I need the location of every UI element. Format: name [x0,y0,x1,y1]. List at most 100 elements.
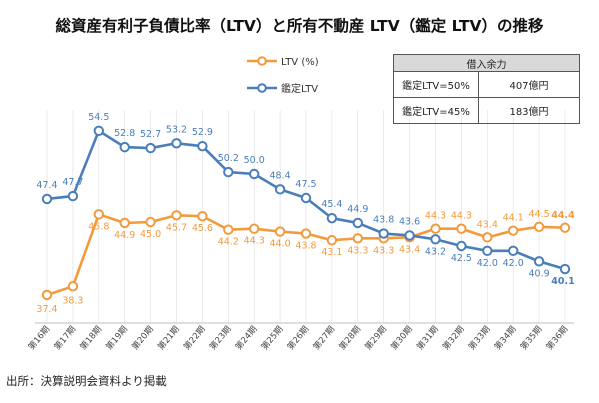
data-label: 43.3 [373,245,394,256]
data-label: 48.4 [270,170,291,181]
legend-appraisal-label: 鑑定LTV [281,82,318,95]
data-label: 40.9 [529,268,550,279]
table-row: 鑑定LTV=50% 407億円 [393,71,580,98]
data-point [119,217,130,229]
source-note: 出所：決算説明会資料より掲載 [6,374,167,388]
x-tick-label: 第17期 [52,324,78,352]
data-point [171,210,182,221]
data-label: 43.8 [295,241,316,252]
x-tick-label: 第35期 [518,324,544,352]
x-tick-labels: 第16期 第17期 第18期 第19期 第20期 第21期 第22期 第23期 第24期 第25期… [26,324,570,352]
x-tick-label: 第36期 [544,324,570,352]
data-label: 44.4 [551,210,575,221]
data-point [197,140,208,152]
data-label: 43.8 [373,215,394,226]
data-label: 47.5 [295,179,316,190]
x-tick-label: 第34期 [492,324,518,352]
data-label: 50.2 [218,153,239,164]
legend: LTV (%) 鑑定LTV [247,56,319,95]
data-point [67,190,79,202]
borrowing-capacity-table: 借入余力 鑑定LTV=50% 407億円 鑑定LTV=45% 183億円 [393,54,580,124]
legend-ltv-marker [257,56,267,66]
data-label: 52.7 [140,129,161,140]
data-label: 50.0 [244,155,265,166]
x-tick-label: 第28期 [337,324,363,352]
data-label: 44.5 [529,209,550,220]
data-label: 43.2 [425,246,446,257]
data-point [508,225,519,236]
data-point [482,232,493,243]
data-label: 43.3 [347,245,368,256]
data-label: 45.0 [140,229,161,240]
data-point [67,281,79,292]
data-point [119,141,130,153]
table-cell-value: 183億円 [478,97,580,124]
data-label: 54.5 [88,112,109,123]
data-label: 45.8 [88,221,109,232]
table-row: 鑑定LTV=45% 183億円 [393,97,580,124]
data-point [197,211,208,222]
data-point [404,230,415,241]
x-tick-label: 第26期 [285,324,311,352]
data-point [326,235,338,246]
data-label: 47.7 [62,177,83,188]
data-label: 45.4 [321,199,342,210]
data-label: 40.1 [551,276,574,287]
table-cell-value: 407億円 [478,71,580,98]
data-label: 44.9 [114,230,135,241]
x-tick-label: 第16期 [26,324,52,352]
data-point [456,223,467,234]
data-point [145,216,156,228]
data-point [223,166,234,178]
data-point [145,142,156,154]
data-label: 37.4 [36,304,57,315]
data-label: 43.4 [399,244,420,255]
data-point [430,234,441,245]
data-point [559,263,571,275]
data-label: 44.0 [270,239,291,250]
x-tick-label: 第23期 [207,324,233,352]
data-label: 43.4 [477,219,498,230]
data-point [482,245,493,257]
data-label: 42.0 [477,258,498,269]
data-point [300,192,312,204]
data-point [352,233,363,244]
x-tick-label: 第31期 [414,324,440,352]
legend-ltv-label: LTV (%) [281,57,319,68]
data-point [326,212,338,224]
data-point [559,222,571,233]
table-cell-label: 鑑定LTV=50% [393,71,479,98]
x-tick-label: 第20期 [130,324,156,352]
borrowing-table-header: 借入余力 [393,54,580,72]
data-label: 43.1 [321,247,342,258]
data-point [508,245,519,257]
data-point [249,223,260,234]
data-label: 44.3 [425,211,446,222]
data-label: 52.8 [114,128,135,139]
x-tick-label: 第19期 [104,324,130,352]
data-label: 52.9 [192,127,213,138]
data-point [274,184,286,195]
data-label: 42.0 [503,258,524,269]
data-label: 45.6 [192,223,213,234]
data-point [352,217,363,229]
data-point [41,193,53,205]
data-point [456,240,467,252]
legend-appraisal-marker [257,83,267,93]
data-label: 43.6 [399,216,420,227]
data-label: 38.3 [62,295,83,306]
x-tick-label: 第29期 [363,324,389,352]
data-label: 45.7 [166,222,187,233]
data-point [171,138,182,149]
data-point [223,224,234,235]
data-point [41,289,53,301]
data-label: 44.1 [503,213,524,224]
x-tick-label: 第22期 [181,324,207,352]
x-tick-label: 第27期 [311,324,337,352]
table-cell-label: 鑑定LTV=45% [393,97,479,124]
data-label: 42.5 [451,253,472,264]
x-tick-label: 第24期 [233,324,259,352]
data-label: 44.3 [451,211,472,222]
x-tick-label: 第18期 [78,324,104,352]
